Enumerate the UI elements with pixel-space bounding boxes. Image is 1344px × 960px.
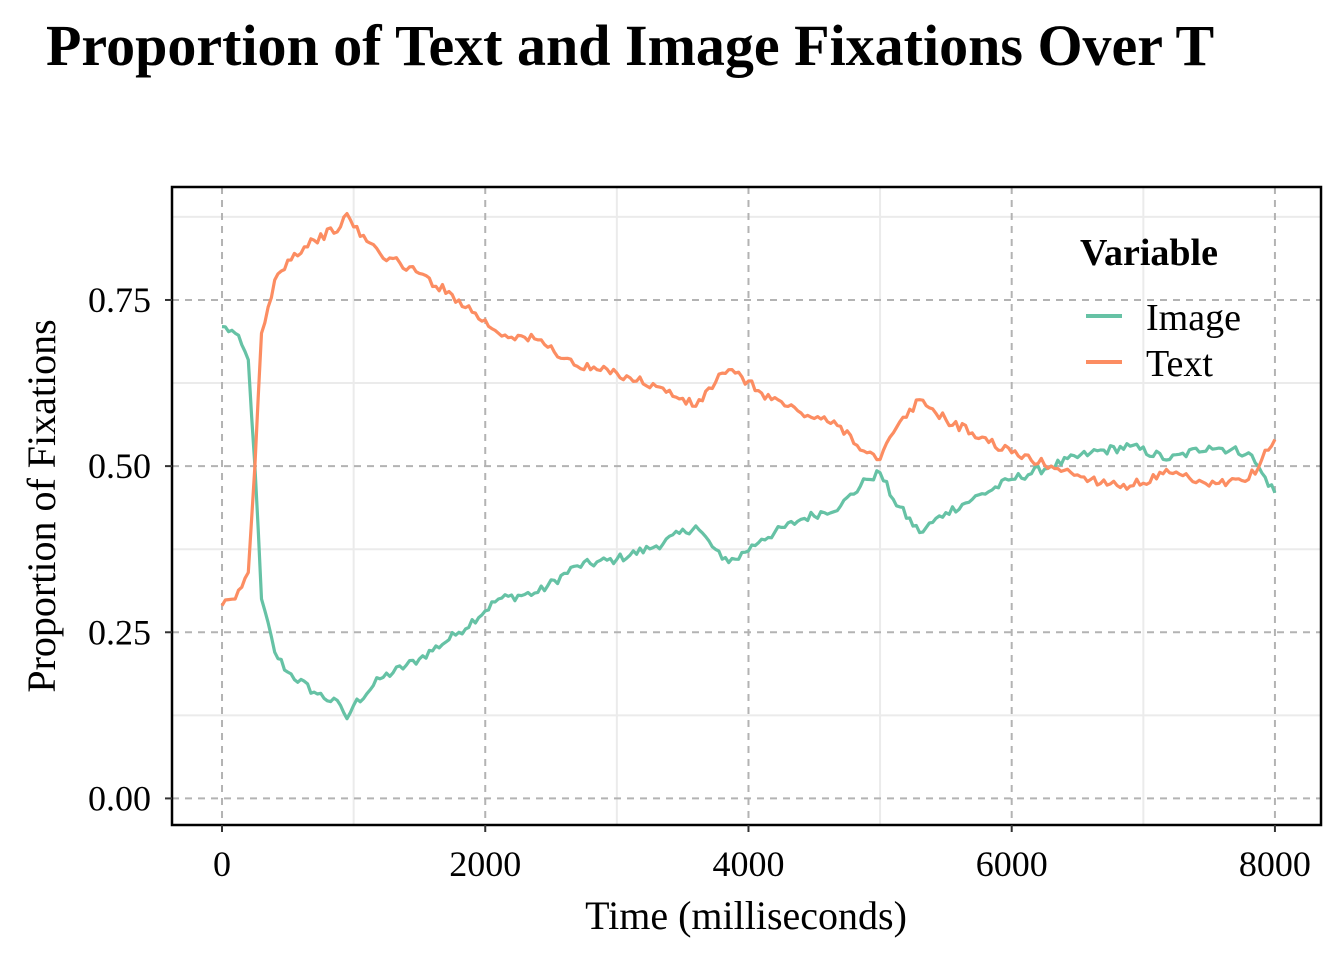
chart-title: Proportion of Text and Image Fixations O…	[46, 13, 1215, 78]
tick-layer: 0 2000 4000 6000 8000 0.00 0.25 0.50 0.75	[88, 280, 1311, 884]
x-axis-title: Time (milliseconds)	[585, 893, 907, 938]
grid-layer	[172, 187, 1321, 825]
series-line-image	[221, 325, 1277, 721]
y-tick-label: 0.75	[88, 280, 151, 320]
y-axis-title: Proportion of Fixations	[19, 319, 64, 692]
panel-border	[170, 185, 1323, 827]
legend: Variable Image Text	[1080, 232, 1241, 385]
x-tick-label: 8000	[1239, 844, 1311, 884]
legend-label-text: Text	[1146, 343, 1213, 385]
x-tick-label: 0	[213, 844, 231, 884]
y-tick-label: 0.25	[88, 612, 151, 652]
y-tick-label: 0.50	[88, 446, 151, 486]
x-tick-label: 2000	[449, 844, 521, 884]
x-tick-label: 4000	[712, 844, 784, 884]
x-tick-label: 6000	[976, 844, 1048, 884]
legend-title: Variable	[1080, 232, 1218, 274]
legend-label-image: Image	[1146, 297, 1241, 339]
series-layer	[220, 212, 1277, 721]
series-line-text	[220, 212, 1277, 607]
y-tick-label: 0.00	[88, 778, 151, 818]
